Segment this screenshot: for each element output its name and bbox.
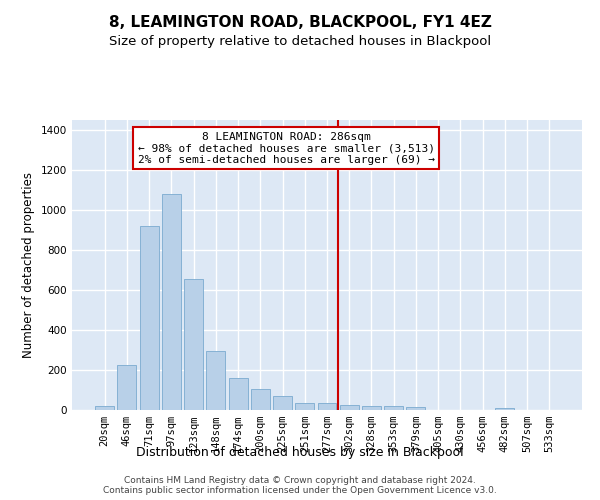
Bar (251, 389, 270, 410)
Bar (295, 402, 314, 410)
Text: Size of property relative to detached houses in Blackpool: Size of property relative to detached ho… (109, 35, 491, 48)
Text: Distribution of detached houses by size in Blackpool: Distribution of detached houses by size … (136, 446, 464, 459)
Bar (317, 402, 337, 410)
Bar (340, 404, 359, 410)
Bar (273, 396, 292, 410)
Bar (362, 406, 381, 410)
Bar (95, 406, 114, 410)
Bar (229, 378, 248, 410)
Bar (406, 407, 425, 410)
Bar (206, 351, 225, 410)
Bar (140, 226, 158, 410)
Bar (118, 365, 136, 410)
Bar (496, 408, 514, 410)
Bar (184, 279, 203, 410)
Text: Contains HM Land Registry data © Crown copyright and database right 2024.
Contai: Contains HM Land Registry data © Crown c… (103, 476, 497, 495)
Text: 8, LEAMINGTON ROAD, BLACKPOOL, FY1 4EZ: 8, LEAMINGTON ROAD, BLACKPOOL, FY1 4EZ (109, 15, 491, 30)
Y-axis label: Number of detached properties: Number of detached properties (22, 172, 35, 358)
Bar (384, 406, 403, 410)
Bar (162, 194, 181, 410)
Text: 8 LEAMINGTON ROAD: 286sqm
← 98% of detached houses are smaller (3,513)
2% of sem: 8 LEAMINGTON ROAD: 286sqm ← 98% of detac… (138, 132, 434, 165)
